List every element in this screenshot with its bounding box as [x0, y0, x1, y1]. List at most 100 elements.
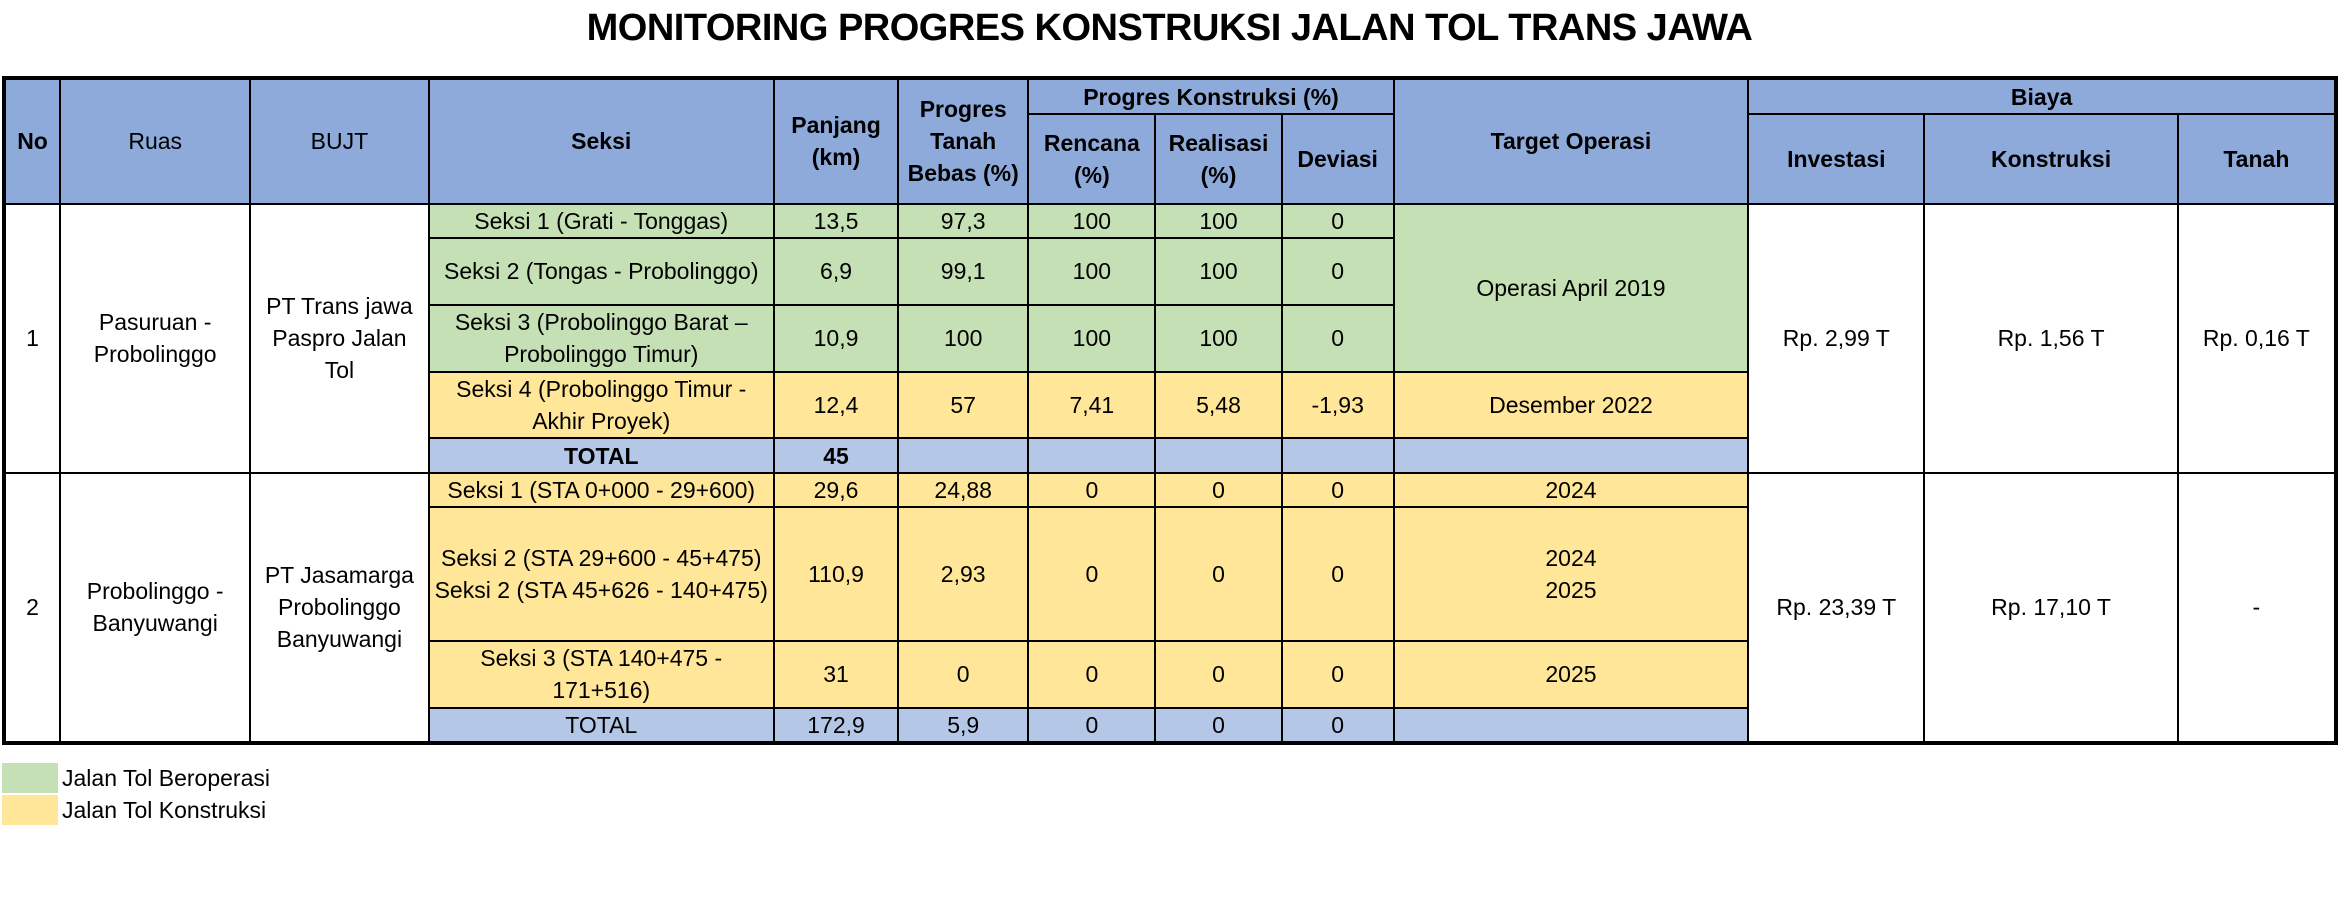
header-biaya: Biaya	[1747, 76, 2337, 116]
cell-seksi: Seksi 3 (Probolinggo Barat – Probolinggo…	[427, 303, 775, 373]
cell-deviasi: 0	[1280, 202, 1395, 239]
cell-deviasi: 0	[1280, 506, 1395, 642]
cell-target-merged: Operasi April 2019	[1392, 202, 1750, 373]
cell-tanah: 97,3	[897, 202, 1030, 239]
table-row: Seksi 4 (Probolinggo Timur - Akhir Proye…	[4, 370, 2336, 440]
header-row-1: No Ruas BUJT Seksi Panjang (km) Progres …	[2, 76, 2337, 205]
cell-deviasi: 0	[1280, 471, 1395, 509]
total-deviasi: 0	[1280, 706, 1395, 744]
table-row: Seksi 3 (Probolinggo Barat – Probolinggo…	[4, 303, 2336, 373]
legend-label-operating: Jalan Tol Beroperasi	[62, 765, 270, 791]
cell-target: 2025	[1392, 639, 1750, 709]
cell-realisasi: 5,48	[1154, 370, 1283, 440]
total-rencana	[1027, 437, 1157, 474]
total-deviasi	[1280, 437, 1395, 474]
total-panjang: 45	[772, 437, 900, 474]
cell-realisasi: 0	[1154, 471, 1283, 509]
header-row-2: Rencana (%) Realisasi (%) Deviasi Invest…	[4, 113, 2338, 205]
cell-panjang: 6,9	[772, 236, 900, 306]
cell-panjang: 110,9	[772, 506, 900, 642]
cell-rencana: 7,41	[1027, 370, 1157, 440]
table-row: 2 Probolinggo - Banyuwangi PT Jasamarga …	[2, 471, 2338, 745]
total-row: TOTAL 45	[4, 437, 2336, 474]
cell-deviasi: 0	[1280, 236, 1395, 306]
cell-konstruksi: Rp. 1,56 T	[1923, 202, 2179, 474]
cell-realisasi: 100	[1154, 236, 1283, 306]
cell-realisasi: 0	[1154, 506, 1283, 642]
cell-seksi: Seksi 1 (STA 0+000 - 29+600)	[427, 471, 775, 509]
page-title: MONITORING PROGRES KONSTRUKSI JALAN TOL …	[586, 7, 1753, 49]
cell-seksi: Seksi 1 (Grati - Tonggas)	[427, 202, 775, 239]
header-investasi: Investasi	[1747, 113, 1926, 205]
header-progres-konstruksi: Progres Konstruksi (%)	[1027, 76, 1395, 116]
cell-tanah: 0	[897, 639, 1030, 709]
cell-rencana: 100	[1027, 303, 1157, 373]
cell-target: 2024 2025	[1392, 506, 1750, 642]
header-tanah: Tanah	[2176, 113, 2338, 205]
cell-rencana: 0	[1027, 471, 1157, 509]
cell-realisasi: 100	[1154, 303, 1283, 373]
cell-panjang: 10,9	[772, 303, 900, 373]
table-row: 1 Pasuruan - Probolinggo PT Trans jawa P…	[2, 202, 2338, 474]
table-row: Seksi 3 (STA 140+475 - 171+516) 31 0 0 0…	[4, 639, 2336, 709]
total-row: TOTAL 172,9 5,9 0 0 0	[4, 706, 2336, 744]
cell-investasi: Rp. 23,39 T	[1747, 471, 1926, 745]
cell-biaya-tanah: Rp. 0,16 T	[2176, 202, 2338, 474]
total-realisasi: 0	[1154, 706, 1283, 744]
row-ruas: Probolinggo - Banyuwangi	[59, 471, 252, 745]
cell-biaya-tanah: -	[2176, 471, 2338, 745]
header-progres-tanah: Progres Tanah Bebas (%)	[897, 77, 1030, 205]
total-realisasi	[1154, 437, 1283, 474]
total-label: TOTAL	[427, 437, 775, 474]
header-bujt: BUJT	[249, 77, 430, 205]
cell-panjang: 31	[772, 639, 900, 709]
cell-deviasi: 0	[1280, 303, 1395, 373]
header-panjang: Panjang (km)	[772, 77, 900, 205]
cell-tanah: 57	[897, 370, 1030, 440]
cell-panjang: 12,4	[772, 370, 900, 440]
header-rencana: Rencana (%)	[1027, 113, 1157, 205]
total-panjang: 172,9	[772, 706, 900, 744]
cell-tanah: 24,88	[897, 471, 1030, 509]
cell-target-text: 2024 2025	[1545, 544, 1597, 603]
cell-panjang: 13,5	[772, 202, 900, 239]
total-tanah: 5,9	[897, 706, 1030, 744]
cell-konstruksi: Rp. 17,10 T	[1923, 471, 2179, 745]
table-row: Seksi 2 (STA 29+600 - 45+475) Seksi 2 (S…	[4, 506, 2336, 642]
header-seksi: Seksi	[427, 77, 775, 205]
row-bujt: PT Jasamarga Probolinggo Banyuwangi	[249, 471, 430, 745]
cell-panjang: 29,6	[772, 471, 900, 509]
row-bujt: PT Trans jawa Paspro Jalan Tol	[249, 202, 430, 474]
header-ruas: Ruas	[59, 77, 252, 205]
total-tanah	[897, 437, 1030, 474]
cell-realisasi: 100	[1154, 202, 1283, 239]
row-ruas: Pasuruan - Probolinggo	[59, 202, 252, 474]
cell-tanah: 2,93	[897, 506, 1030, 642]
cell-rencana: 100	[1027, 236, 1157, 306]
header-deviasi: Deviasi	[1280, 113, 1395, 205]
total-target	[1392, 706, 1750, 744]
cell-target: Desember 2022	[1392, 370, 1750, 440]
cell-deviasi: 0	[1280, 639, 1395, 709]
table-row: Seksi 2 (Tongas - Probolinggo) 6,9 99,1 …	[4, 236, 2336, 306]
cell-seksi: Seksi 3 (STA 140+475 - 171+516)	[427, 639, 775, 709]
cell-investasi: Rp. 2,99 T	[1747, 202, 1926, 474]
cell-seksi: Seksi 2 (STA 29+600 - 45+475) Seksi 2 (S…	[427, 506, 775, 642]
cell-deviasi: -1,93	[1280, 370, 1395, 440]
cell-seksi: Seksi 4 (Probolinggo Timur - Akhir Proye…	[427, 370, 775, 440]
row-no: 2	[2, 471, 62, 745]
total-target	[1392, 437, 1750, 474]
cell-rencana: 100	[1027, 202, 1157, 239]
cell-seksi: Seksi 2 (Tongas - Probolinggo)	[427, 236, 775, 306]
cell-tanah: 100	[897, 303, 1030, 373]
cell-rencana: 0	[1027, 639, 1157, 709]
cell-realisasi: 0	[1154, 639, 1283, 709]
total-rencana: 0	[1027, 706, 1157, 744]
header-target-operasi: Target Operasi	[1392, 77, 1750, 205]
legend-label-construction: Jalan Tol Konstruksi	[62, 797, 267, 823]
cell-rencana: 0	[1027, 506, 1157, 642]
header-konstruksi: Konstruksi	[1923, 113, 2179, 205]
row-no: 1	[2, 202, 62, 474]
legend-swatch-operating	[2, 763, 58, 793]
legend-swatch-construction	[2, 795, 58, 825]
